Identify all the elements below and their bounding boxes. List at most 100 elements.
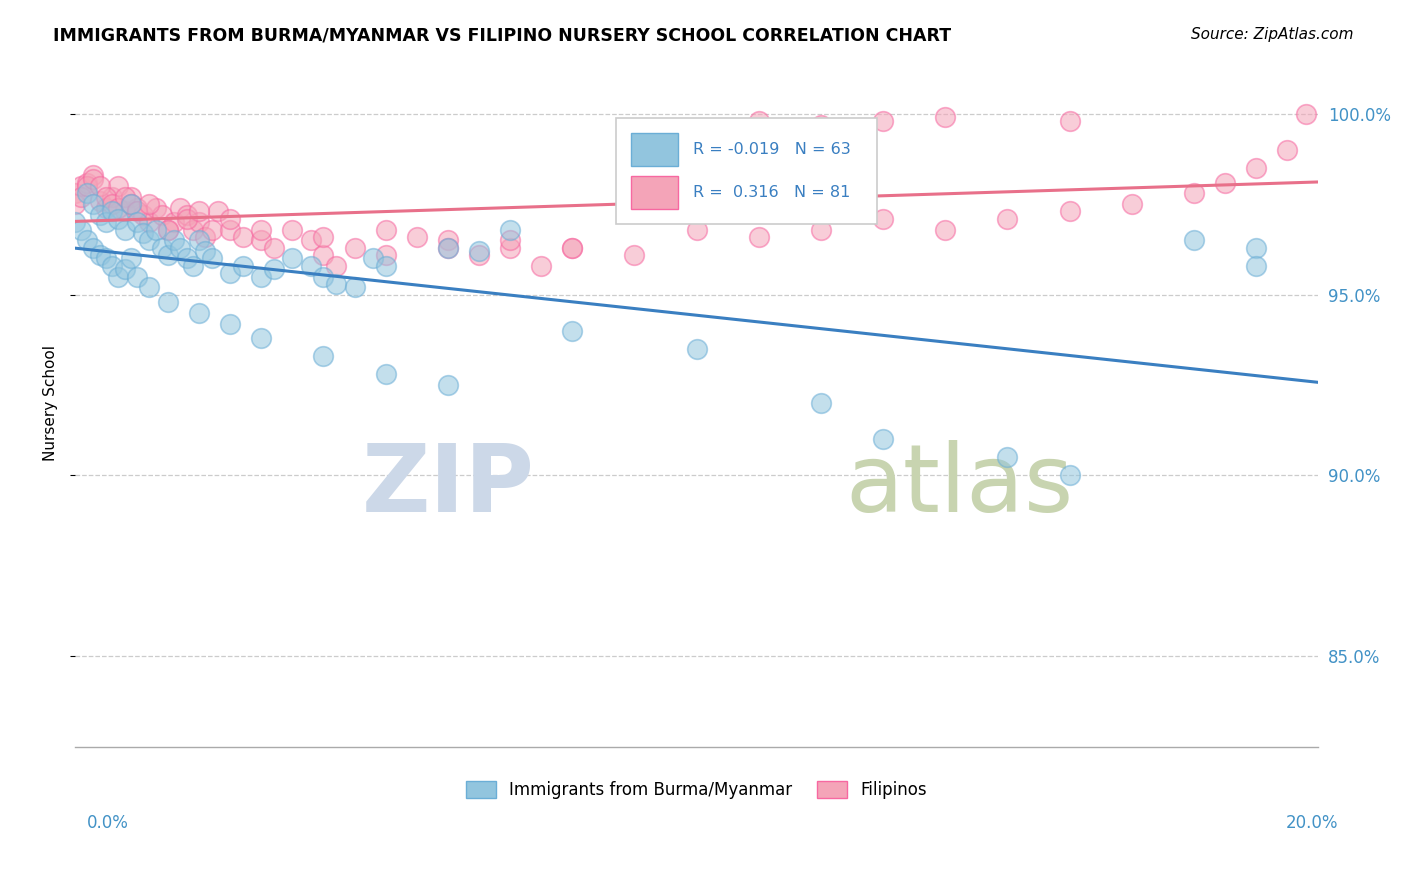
Point xyxy=(1059,204,1081,219)
Point xyxy=(810,396,832,410)
Point xyxy=(810,222,832,236)
Point xyxy=(188,234,211,248)
Point xyxy=(94,252,117,266)
Point xyxy=(468,244,491,259)
Point xyxy=(82,169,104,183)
Point xyxy=(188,306,211,320)
Point xyxy=(299,259,322,273)
Point xyxy=(250,222,273,236)
Point xyxy=(219,211,242,226)
Point xyxy=(312,229,335,244)
Point xyxy=(325,277,347,291)
Point xyxy=(181,259,204,273)
Point xyxy=(107,211,129,226)
Point xyxy=(138,215,160,229)
Point xyxy=(561,324,583,338)
Point xyxy=(101,259,124,273)
Point xyxy=(872,432,894,446)
Point xyxy=(748,229,770,244)
Y-axis label: Nursery School: Nursery School xyxy=(44,345,58,461)
Point xyxy=(89,208,111,222)
Point xyxy=(499,234,522,248)
Point xyxy=(1121,197,1143,211)
Point xyxy=(181,222,204,236)
Point xyxy=(114,190,136,204)
Point xyxy=(343,241,366,255)
Point xyxy=(997,450,1019,465)
Point xyxy=(169,201,191,215)
Point xyxy=(188,215,211,229)
Point xyxy=(437,241,460,255)
Point xyxy=(157,222,180,236)
Point xyxy=(312,269,335,284)
Point xyxy=(157,294,180,309)
Text: ZIP: ZIP xyxy=(361,440,534,532)
Point xyxy=(63,186,86,201)
FancyBboxPatch shape xyxy=(631,177,678,210)
Point xyxy=(138,197,160,211)
Point xyxy=(499,241,522,255)
Point xyxy=(157,248,180,262)
Point xyxy=(748,114,770,128)
Point xyxy=(76,186,98,201)
Point xyxy=(176,252,198,266)
Point xyxy=(145,201,167,215)
Point xyxy=(120,197,142,211)
Point xyxy=(219,222,242,236)
Point xyxy=(150,208,173,222)
Point xyxy=(312,248,335,262)
Point xyxy=(70,179,93,194)
Point xyxy=(120,252,142,266)
Point xyxy=(232,229,254,244)
Point xyxy=(163,234,186,248)
Text: atlas: atlas xyxy=(846,440,1074,532)
Point xyxy=(872,211,894,226)
Point xyxy=(374,222,396,236)
Point xyxy=(63,215,86,229)
Text: 0.0%: 0.0% xyxy=(87,814,129,831)
Point xyxy=(561,241,583,255)
Point xyxy=(250,234,273,248)
Point xyxy=(685,222,707,236)
Point xyxy=(70,190,93,204)
Point xyxy=(125,269,148,284)
FancyBboxPatch shape xyxy=(631,133,678,166)
Point xyxy=(263,262,285,277)
Text: R = -0.019   N = 63: R = -0.019 N = 63 xyxy=(693,142,851,157)
Point xyxy=(194,229,217,244)
Point xyxy=(361,252,384,266)
Point xyxy=(89,248,111,262)
Point xyxy=(934,111,956,125)
Point xyxy=(63,197,86,211)
Point xyxy=(176,211,198,226)
Point xyxy=(219,266,242,280)
Point xyxy=(1059,114,1081,128)
Point xyxy=(281,222,304,236)
Point xyxy=(1244,161,1267,175)
Text: IMMIGRANTS FROM BURMA/MYANMAR VS FILIPINO NURSERY SCHOOL CORRELATION CHART: IMMIGRANTS FROM BURMA/MYANMAR VS FILIPIN… xyxy=(53,27,952,45)
Point xyxy=(810,118,832,132)
Point xyxy=(120,197,142,211)
Point xyxy=(281,252,304,266)
Point xyxy=(194,244,217,259)
Point xyxy=(114,222,136,236)
Point xyxy=(82,197,104,211)
Point xyxy=(107,179,129,194)
Point xyxy=(145,222,167,236)
Point xyxy=(169,241,191,255)
Point xyxy=(872,114,894,128)
Point xyxy=(138,234,160,248)
Text: 20.0%: 20.0% xyxy=(1286,814,1339,831)
Point xyxy=(114,262,136,277)
Point xyxy=(374,259,396,273)
Point xyxy=(263,241,285,255)
Point xyxy=(132,226,155,240)
Point xyxy=(207,204,229,219)
Point xyxy=(94,215,117,229)
Point xyxy=(219,317,242,331)
Point xyxy=(125,201,148,215)
Point xyxy=(94,190,117,204)
Point xyxy=(101,197,124,211)
Point xyxy=(163,215,186,229)
Point xyxy=(1295,107,1317,121)
